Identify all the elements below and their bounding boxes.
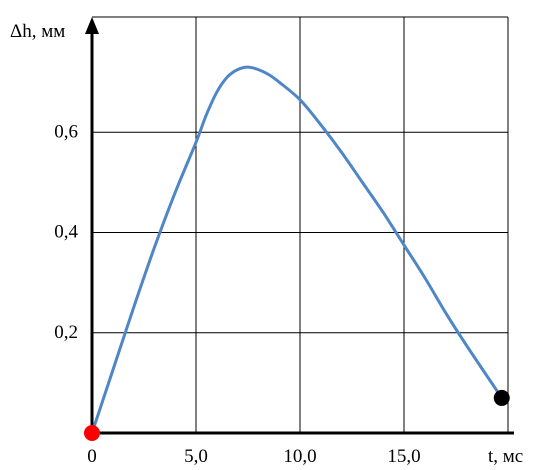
series bbox=[90, 65, 504, 435]
series-line bbox=[90, 65, 504, 435]
tick-labels: 0 5,0 10,0 15,0 0,2 0,4 0,6 bbox=[54, 121, 420, 467]
start-point-marker bbox=[84, 425, 100, 441]
markers bbox=[84, 389, 510, 441]
x-tick-label: 15,0 bbox=[387, 446, 420, 467]
y-tick-label: 0,4 bbox=[54, 222, 78, 243]
x-tick-label: 10,0 bbox=[283, 446, 316, 467]
y-axis-title: Δh, мм bbox=[10, 21, 65, 42]
grid bbox=[92, 16, 509, 433]
end-point-marker bbox=[493, 389, 510, 406]
axes bbox=[85, 17, 514, 435]
y-tick-label: 0,6 bbox=[54, 121, 78, 142]
x-axis-title: t, мс bbox=[488, 446, 523, 467]
x-tick-label: 0 bbox=[87, 446, 97, 467]
y-tick-label: 0,2 bbox=[54, 322, 78, 343]
x-tick-label: 5,0 bbox=[184, 446, 208, 467]
y-axis-arrow-icon bbox=[85, 17, 99, 34]
